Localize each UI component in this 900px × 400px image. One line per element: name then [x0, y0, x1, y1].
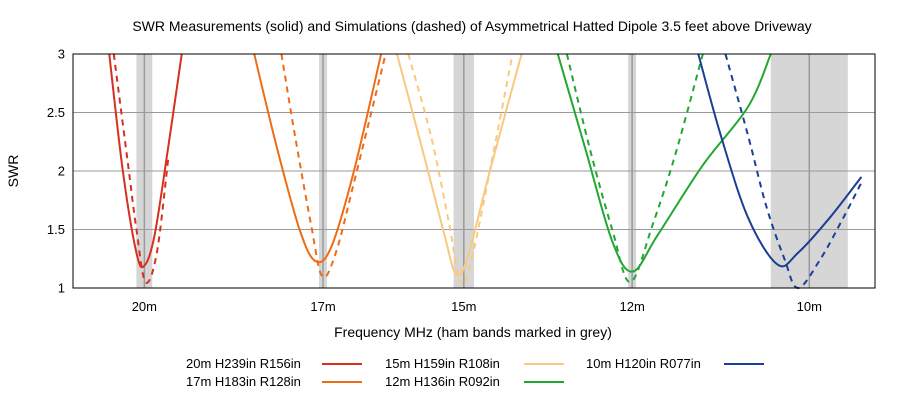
legend-label-4: 10m H120in R077in [586, 356, 701, 371]
x-tick-label: 15m [451, 299, 476, 314]
chart-title: SWR Measurements (solid) and Simulations… [132, 18, 811, 34]
y-axis-label: SWR [5, 155, 21, 188]
y-tick-label: 1.5 [47, 222, 65, 237]
y-tick-label: 2 [58, 164, 65, 179]
series-3-simulated-line [565, 53, 704, 284]
series-4-simulated-line [724, 53, 863, 290]
x-axis-label: Frequency MHz (ham bands marked in grey) [334, 324, 612, 340]
legend-label-3: 12m H136in R092in [385, 374, 500, 389]
series-0-measured-line [108, 53, 183, 269]
series-3-measured-line [556, 53, 772, 273]
legend-label-0: 20m H239in R156in [186, 356, 301, 371]
x-tick-label: 10m [797, 299, 822, 314]
series-2-simulated-line [407, 53, 514, 286]
plot-frame [72, 53, 876, 289]
x-tick-label: 12m [619, 299, 644, 314]
legend-label-2: 15m H159in R108in [385, 356, 500, 371]
y-tick-label: 3 [58, 47, 65, 62]
series-2-measured-line [396, 53, 523, 277]
series-1-measured-line [253, 53, 383, 264]
series-1-simulated-line [280, 53, 387, 279]
series-4-measured-line [697, 53, 863, 268]
x-tick-label: 20m [132, 299, 157, 314]
x-tick-label: 17m [310, 299, 335, 314]
legend-label-1: 17m H183in R128in [186, 374, 301, 389]
y-tick-label: 1 [58, 281, 65, 296]
axes: 1 1.5 2 2.5 3 20m 17m 15m 12m 10m [47, 47, 876, 314]
series-0-simulated-line [112, 53, 170, 284]
y-tick-label: 2.5 [47, 105, 65, 120]
series-lines [108, 53, 863, 290]
legend: 20m H239in R156in 17m H183in R128in 15m H1… [186, 356, 764, 389]
